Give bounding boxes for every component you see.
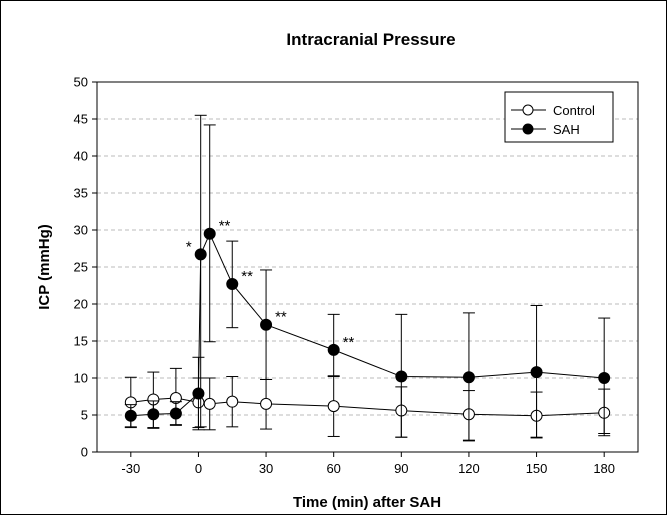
y-tick-label: 5 (81, 408, 88, 423)
sah-point (192, 387, 205, 400)
control-point (327, 400, 340, 413)
y-tick-label: 45 (74, 112, 88, 127)
y-tick-label: 20 (74, 297, 88, 312)
y-axis-label: ICP (mmHg) (36, 224, 53, 310)
sah-point (530, 366, 543, 379)
x-tick-label: 60 (326, 461, 340, 476)
y-tick-label: 10 (74, 371, 88, 386)
sah-significance-label: ** (343, 334, 355, 351)
x-axis-label: Time (min) after SAH (293, 494, 441, 511)
x-axis-ticks: -30 0 30 60 90 120 150 180 (121, 452, 615, 476)
control-point (203, 397, 216, 410)
x-tick-label: 0 (195, 461, 202, 476)
y-tick-label: 50 (74, 75, 88, 90)
sah-point (124, 409, 137, 422)
control-point (260, 397, 273, 410)
sah-point (260, 318, 273, 331)
legend-sah-label: SAH (553, 122, 580, 137)
y-tick-label: 35 (74, 186, 88, 201)
sah-point (147, 408, 160, 421)
x-tick-label: 90 (394, 461, 408, 476)
sah-significance-label: ** (241, 268, 253, 285)
legend-box (504, 91, 614, 143)
y-tick-label: 25 (74, 260, 88, 275)
x-tick-label: 30 (259, 461, 273, 476)
series-sah: ********* (124, 114, 611, 442)
y-tick-label: 15 (74, 334, 88, 349)
x-tick-label: 150 (526, 461, 548, 476)
grid-lines (97, 118, 638, 416)
legend-control-marker (522, 104, 534, 116)
y-tick-label: 0 (81, 445, 88, 460)
legend-control-label: Control (553, 103, 595, 118)
chart-title: Intracranial Pressure (286, 30, 455, 49)
sah-point (327, 343, 340, 356)
sah-point (226, 278, 239, 291)
legend-sah-marker (522, 123, 534, 135)
sah-point (203, 227, 216, 240)
y-tick-label: 30 (74, 223, 88, 238)
sah-point (194, 248, 207, 261)
sah-significance-label: ** (275, 309, 287, 326)
y-axis-ticks: 0 5 10 15 20 25 30 35 40 45 50 (74, 75, 97, 460)
x-tick-label: -30 (121, 461, 140, 476)
sah-line (130, 232, 605, 417)
series-layer: ********* (124, 114, 611, 442)
x-tick-label: 180 (593, 461, 615, 476)
control-point (226, 395, 239, 408)
x-tick-label: 120 (458, 461, 480, 476)
sah-point (598, 372, 611, 384)
y-tick-label: 40 (74, 149, 88, 164)
sah-point (395, 370, 408, 383)
sah-significance-label: ** (219, 218, 231, 235)
legend: Control SAH (504, 91, 614, 143)
sah-significance-label: * (186, 238, 192, 255)
sah-point (169, 407, 182, 420)
sah-point (462, 371, 475, 384)
